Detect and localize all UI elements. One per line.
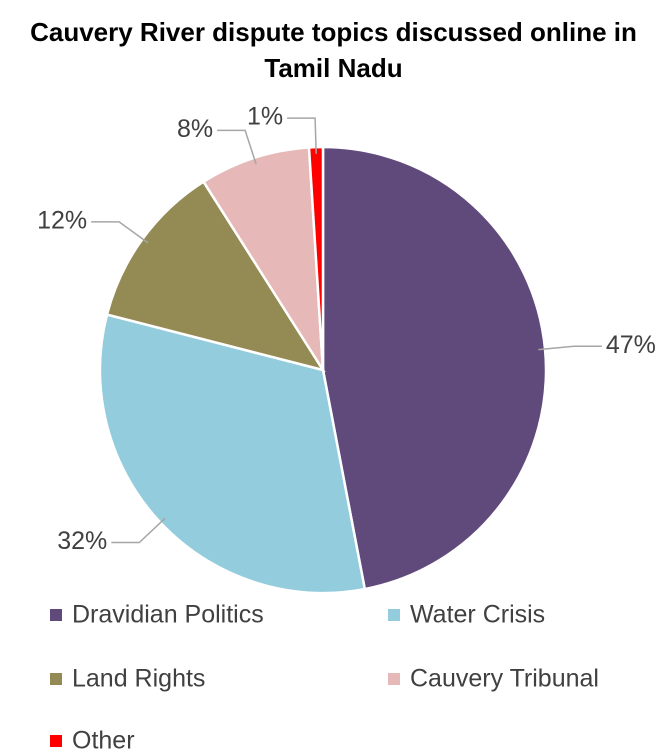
pie-slice — [321, 145, 548, 591]
leader-line — [217, 129, 257, 165]
data-label: 12% — [37, 206, 87, 234]
legend-swatch — [50, 673, 62, 685]
legend-label: Land Rights — [72, 665, 205, 693]
data-label: 47% — [606, 331, 656, 359]
leader-line — [111, 517, 166, 544]
legend-label: Water Crisis — [410, 601, 545, 629]
legend-label: Other — [72, 727, 135, 752]
data-label: 32% — [57, 527, 107, 555]
data-label: 8% — [177, 115, 213, 143]
legend-swatch — [50, 735, 62, 747]
chart-title: Cauvery River dispute topics discussed o… — [30, 17, 637, 83]
legend-swatch — [50, 609, 62, 621]
legend-swatch — [388, 673, 400, 685]
leader-line — [91, 221, 149, 244]
leader-line — [538, 345, 602, 351]
legend-label: Cauvery Tribunal — [410, 665, 599, 693]
legend-swatch — [388, 609, 400, 621]
data-label: 1% — [247, 103, 283, 131]
legend-label: Dravidian Politics — [72, 601, 264, 629]
leader-line — [287, 117, 317, 154]
